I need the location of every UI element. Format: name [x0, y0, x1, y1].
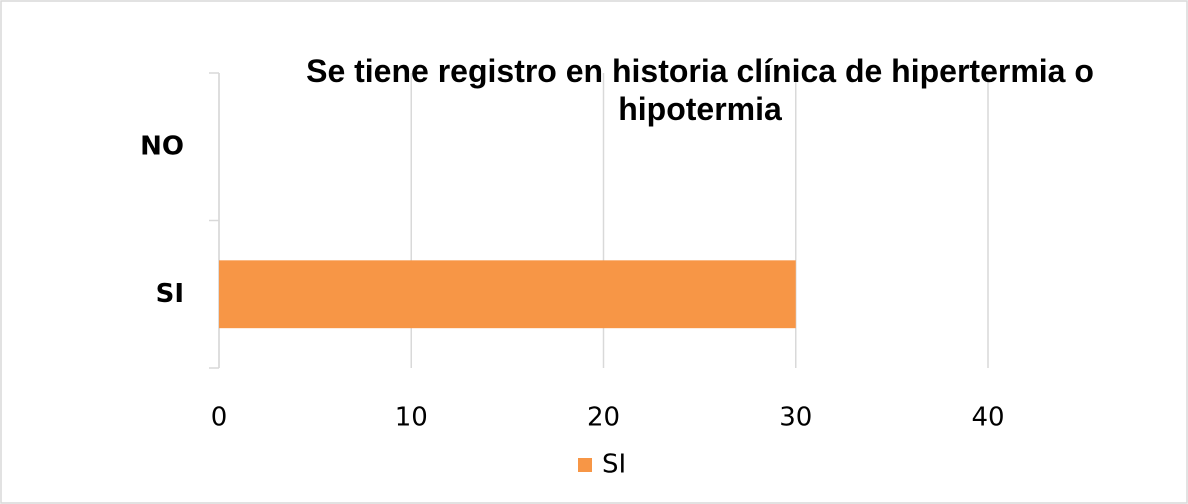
x-tick-label: 20	[587, 403, 620, 433]
x-tick-label: 40	[971, 403, 1004, 433]
x-tick-label: 0	[211, 403, 228, 433]
legend-label: SI	[602, 450, 626, 480]
y-tick-label: SI	[156, 279, 184, 309]
x-tick-label: 10	[395, 403, 428, 433]
chart-title: Se tiene registro en historia clínica de…	[306, 53, 1094, 127]
legend-swatch	[578, 458, 592, 472]
bar	[219, 260, 796, 329]
x-tick-label: 30	[779, 403, 812, 433]
y-tick-label: NO	[140, 131, 184, 161]
